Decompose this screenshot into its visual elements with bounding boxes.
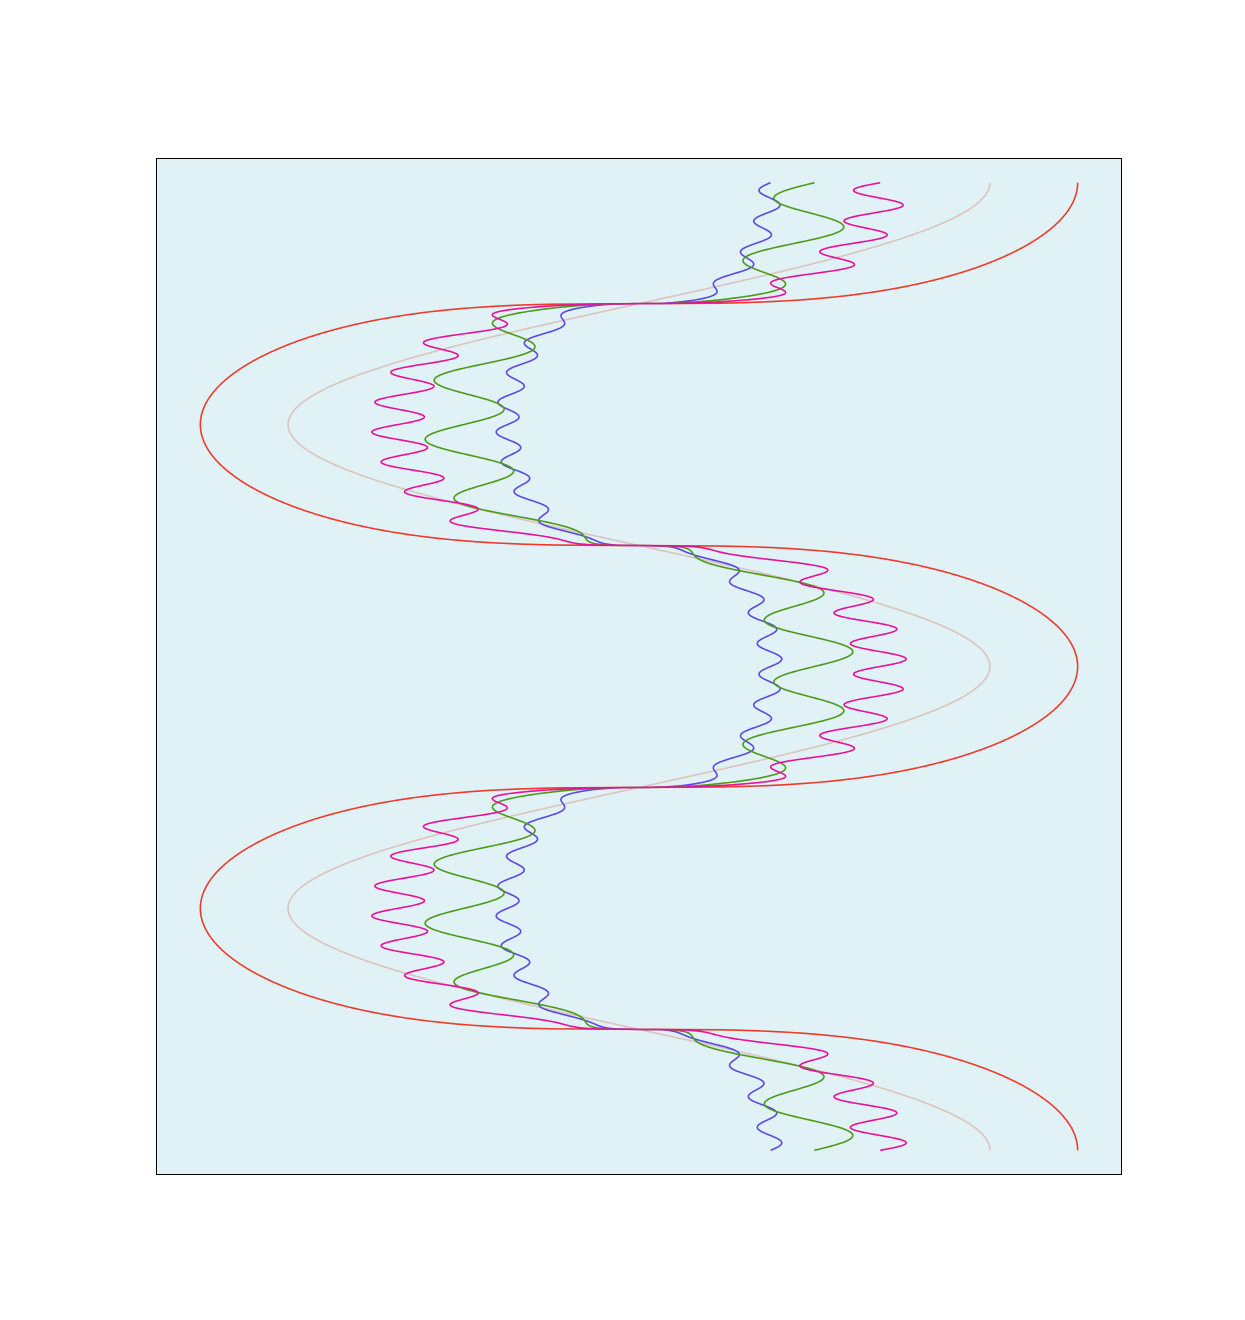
series-line-3 xyxy=(495,181,783,1152)
plot-area-background xyxy=(156,158,1122,1175)
series-line-5 xyxy=(371,181,907,1152)
series-line-4 xyxy=(424,181,854,1152)
plot-area-frame xyxy=(156,158,1122,1175)
series-layer xyxy=(199,181,1079,1152)
series-line-2 xyxy=(199,182,1079,1151)
